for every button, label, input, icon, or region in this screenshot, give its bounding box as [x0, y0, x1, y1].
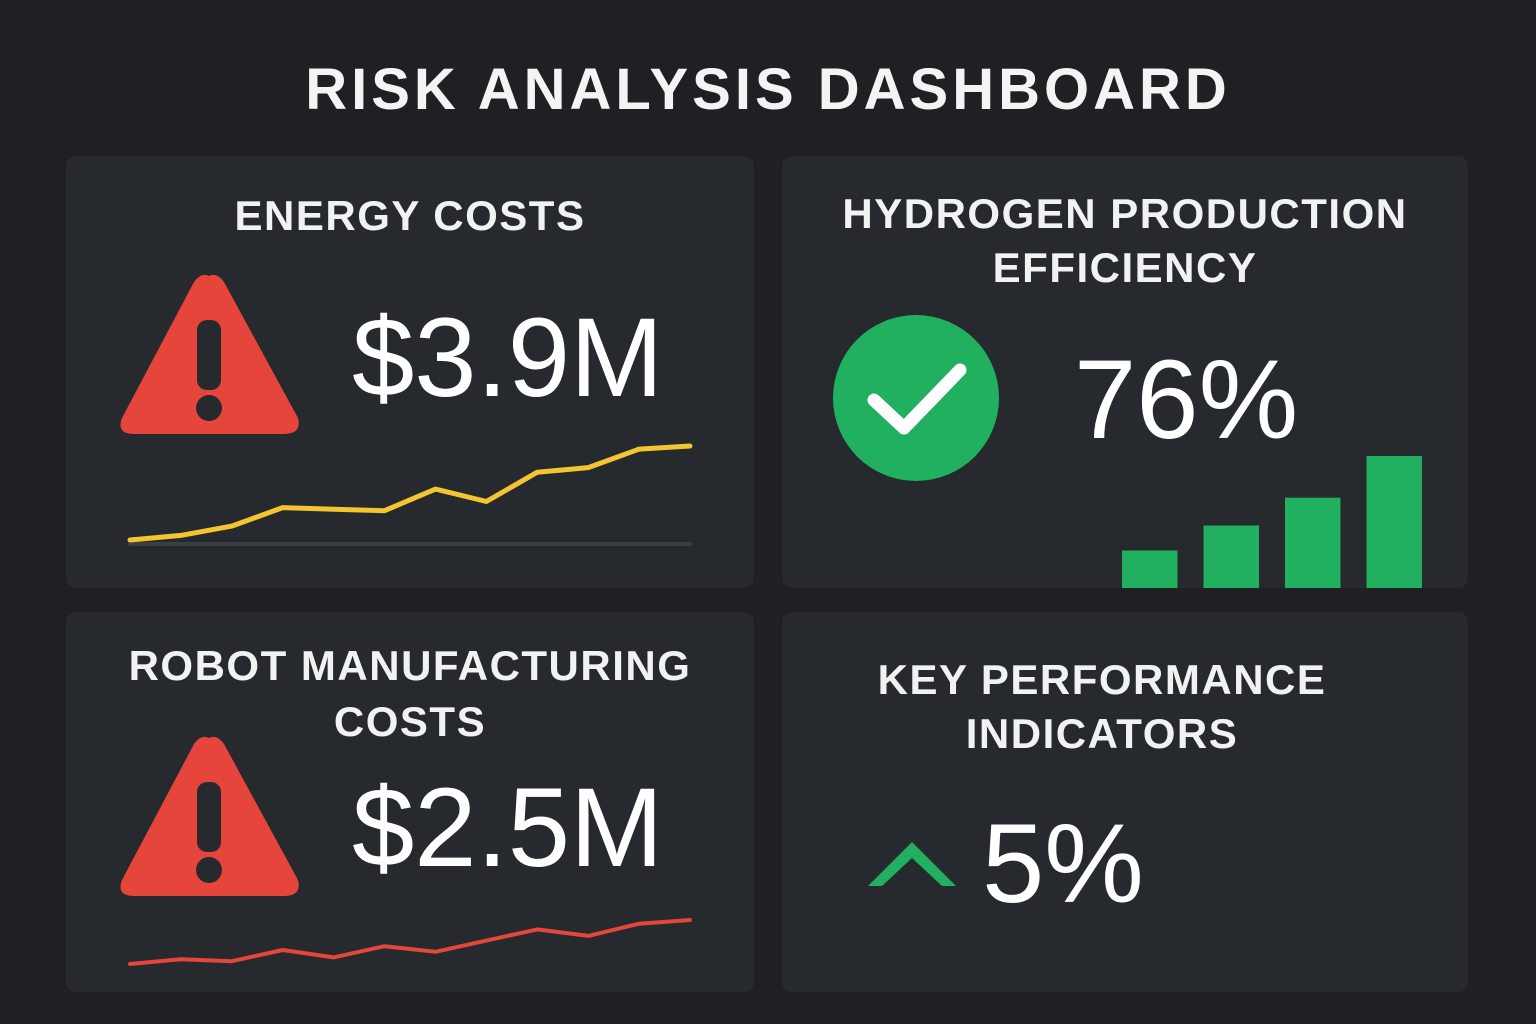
- robot-cost-value: $2.5M: [352, 765, 664, 890]
- warning-triangle-icon: [120, 274, 299, 434]
- energy-cost-value: $3.9M: [352, 295, 664, 420]
- efficiency-bar: [1285, 497, 1341, 588]
- robot-trend-chart: [128, 918, 692, 966]
- energy-costs-card[interactable]: ENERGY COSTS $3.9M: [66, 156, 754, 588]
- card-title-line1: KEY PERFORMANCE: [877, 656, 1327, 703]
- chevron-up-icon: [868, 842, 956, 886]
- card-title: ENERGY COSTS: [234, 192, 586, 239]
- card-title-line1: ROBOT MANUFACTURING: [128, 642, 692, 689]
- hydrogen-bar-chart: [1122, 456, 1422, 588]
- hydrogen-efficiency-card[interactable]: HYDROGEN PRODUCTION EFFICIENCY 76%: [782, 156, 1468, 588]
- kpi-card[interactable]: KEY PERFORMANCE INDICATORS 5%: [782, 612, 1468, 992]
- page-title: RISK ANALYSIS DASHBOARD: [305, 57, 1231, 122]
- robot-manufacturing-card[interactable]: ROBOT MANUFACTURING COSTS $2.5M: [66, 612, 754, 992]
- hydrogen-efficiency-value: 76%: [1074, 337, 1299, 462]
- kpi-change-value: 5%: [982, 801, 1144, 926]
- efficiency-bar: [1122, 550, 1178, 588]
- card-title-line2: INDICATORS: [965, 710, 1239, 757]
- card-title-line2: EFFICIENCY: [992, 244, 1258, 291]
- warning-triangle-icon: [120, 736, 299, 896]
- efficiency-bar: [1203, 525, 1259, 588]
- card-title-line1: HYDROGEN PRODUCTION: [842, 190, 1408, 237]
- energy-trend-line: [127, 443, 693, 543]
- check-circle-icon: [833, 315, 999, 481]
- energy-trend-chart: [127, 443, 693, 546]
- card-title-line2: COSTS: [333, 698, 487, 745]
- efficiency-bar: [1366, 456, 1422, 588]
- robot-trend-line: [128, 918, 692, 966]
